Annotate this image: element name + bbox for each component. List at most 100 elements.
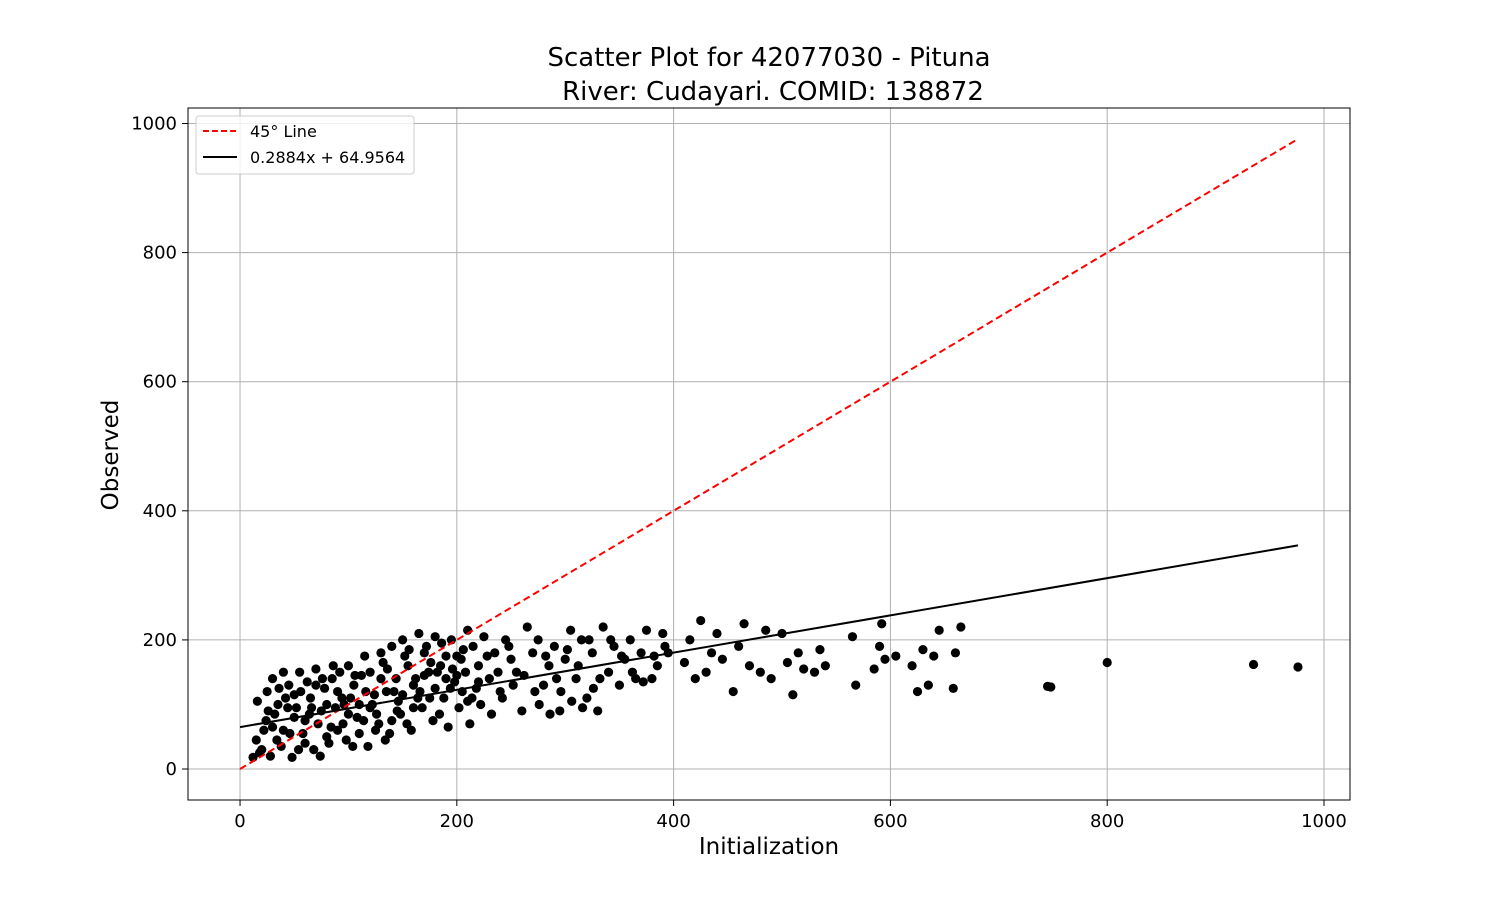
data-point xyxy=(408,703,419,713)
data-point xyxy=(414,628,424,639)
data-point xyxy=(300,738,310,748)
data-point xyxy=(506,654,516,664)
data-point xyxy=(530,686,540,697)
data-point xyxy=(799,664,809,674)
data-point xyxy=(343,661,354,671)
data-point xyxy=(473,661,484,671)
data-point xyxy=(647,674,657,684)
data-point xyxy=(447,664,458,674)
data-point xyxy=(382,664,393,674)
data-point xyxy=(484,674,494,684)
data-point xyxy=(387,641,397,651)
x-tick-label: 200 xyxy=(440,811,474,832)
data-point xyxy=(456,654,466,664)
data-point xyxy=(460,667,471,677)
legend-label-45-line: 45° Line xyxy=(250,122,317,141)
data-point xyxy=(441,651,451,661)
data-point xyxy=(315,751,325,761)
data-point xyxy=(473,677,484,687)
y-tick-label: 200 xyxy=(143,630,177,651)
data-point xyxy=(289,690,299,700)
data-point xyxy=(734,641,744,651)
data-point xyxy=(511,667,522,677)
data-point xyxy=(696,615,706,626)
x-tick-label: 600 xyxy=(873,811,907,832)
data-point xyxy=(300,716,310,726)
data-point xyxy=(877,619,887,629)
data-point xyxy=(263,706,273,716)
data-point xyxy=(815,644,825,655)
data-point xyxy=(490,648,500,658)
data-point xyxy=(625,635,635,645)
data-point xyxy=(365,667,375,677)
data-point xyxy=(411,674,421,684)
y-axis-label: Observed xyxy=(98,400,124,511)
data-point xyxy=(348,741,358,752)
data-point xyxy=(517,706,527,716)
data-point xyxy=(486,709,497,719)
legend: 45° Line 0.2884x + 64.9564 xyxy=(195,115,415,175)
data-point xyxy=(739,619,749,629)
data-point xyxy=(582,693,592,703)
data-point xyxy=(403,661,413,671)
data-point xyxy=(385,728,395,739)
data-point xyxy=(851,680,861,690)
data-point xyxy=(476,699,486,710)
data-point xyxy=(434,709,445,719)
data-point xyxy=(376,674,386,684)
data-point xyxy=(265,751,275,761)
data-point xyxy=(298,728,308,739)
x-axis-ticks: 0 200 400 600 800 1000 xyxy=(234,800,1347,832)
data-point xyxy=(441,674,451,684)
data-point xyxy=(343,709,354,719)
data-point xyxy=(690,674,700,684)
data-point xyxy=(380,735,390,745)
data-point xyxy=(463,696,473,706)
data-point xyxy=(404,644,414,655)
data-point xyxy=(317,674,328,684)
data-point xyxy=(508,680,518,690)
data-point xyxy=(869,664,879,674)
legend-box xyxy=(195,115,415,175)
data-point xyxy=(606,635,616,645)
data-point xyxy=(272,735,282,745)
data-point xyxy=(389,686,399,697)
data-point xyxy=(354,728,364,739)
data-point xyxy=(744,661,755,671)
data-point xyxy=(588,683,598,693)
x-tick-label: 800 xyxy=(1090,811,1124,832)
data-point xyxy=(504,641,514,651)
data-point xyxy=(458,644,468,655)
data-point xyxy=(430,683,440,693)
data-point xyxy=(430,632,440,642)
data-point xyxy=(728,686,738,697)
data-point xyxy=(874,641,885,651)
data-point xyxy=(369,690,380,700)
data-point xyxy=(428,716,438,726)
chart-subtitle: River: Cudayari. COMID: 138872 xyxy=(562,77,984,107)
data-point xyxy=(284,680,294,690)
data-point xyxy=(793,648,803,658)
data-point xyxy=(482,651,492,661)
data-point xyxy=(636,648,646,658)
data-point xyxy=(322,699,332,710)
data-point xyxy=(1293,662,1303,672)
data-point xyxy=(497,693,507,703)
data-point xyxy=(309,745,319,755)
data-point xyxy=(528,648,538,658)
data-point xyxy=(287,752,297,762)
data-point xyxy=(614,680,625,690)
data-point xyxy=(415,686,425,697)
data-point xyxy=(934,625,944,635)
data-point xyxy=(560,654,570,664)
data-point xyxy=(638,677,648,687)
data-point xyxy=(327,674,337,684)
data-point xyxy=(1102,657,1112,668)
x-tick-label: 400 xyxy=(656,811,690,832)
data-point xyxy=(293,745,304,755)
data-point xyxy=(283,703,293,713)
data-point xyxy=(712,628,722,639)
plot-area xyxy=(239,138,1303,770)
data-point xyxy=(454,703,464,713)
